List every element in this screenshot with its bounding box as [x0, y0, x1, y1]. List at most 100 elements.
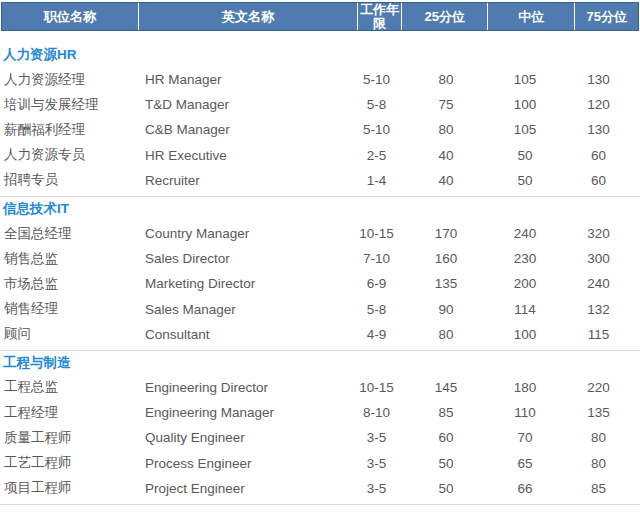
table-section: 工程与制造工程总监Engineering Director10-15145180… [0, 351, 640, 505]
work-years-cell: 10-15 [358, 380, 403, 395]
english-name-cell: Recruiter [138, 173, 358, 188]
p25-cell: 170 [403, 226, 489, 241]
table-row: 工艺工程师Process Engineer3-5506580 [0, 450, 640, 475]
header-cell-english-name: 英文名称 [139, 3, 358, 30]
p75-cell: 132 [577, 302, 640, 317]
work-years-cell: 7-10 [358, 251, 403, 266]
section-title: 工程与制造 [0, 351, 640, 375]
p75-cell: 300 [577, 251, 640, 266]
salary-table-page: 职位名称 英文名称 工作年限 25分位 中位 75分位 人力资源HR人力资源经理… [0, 0, 640, 513]
median-cell: 180 [489, 380, 577, 395]
work-years-cell: 10-15 [358, 226, 403, 241]
work-years-cell: 8-10 [358, 405, 403, 420]
position-name-cell: 工艺工程师 [0, 454, 138, 472]
table-row: 项目工程师Project Engineer3-5506685 [0, 476, 640, 501]
median-cell: 100 [489, 327, 577, 342]
work-years-cell: 5-8 [358, 97, 403, 112]
position-name-cell: 全国总经理 [0, 225, 138, 243]
position-name-cell: 销售经理 [0, 300, 138, 318]
table-row: 工程总监Engineering Director10-15145180220 [0, 375, 640, 400]
english-name-cell: Consultant [138, 327, 358, 342]
table-row: 市场总监Marketing Director6-9135200240 [0, 271, 640, 296]
median-cell: 50 [489, 173, 577, 188]
p75-cell: 85 [577, 481, 640, 496]
p25-cell: 85 [403, 405, 489, 420]
header-cell-work-years: 工作年限 [358, 3, 403, 30]
header-cell-p75: 75分位 [575, 3, 638, 30]
p75-cell: 240 [577, 276, 640, 291]
median-cell: 65 [489, 456, 577, 471]
table-section: 人力资源HR人力资源经理HR Manager5-1080105130培训与发展经… [0, 43, 640, 197]
p25-cell: 80 [403, 72, 489, 87]
median-cell: 200 [489, 276, 577, 291]
median-cell: 100 [489, 97, 577, 112]
english-name-cell: Marketing Director [138, 276, 358, 291]
p25-cell: 135 [403, 276, 489, 291]
english-name-cell: Country Manager [138, 226, 358, 241]
p75-cell: 80 [577, 456, 640, 471]
table-header-row: 职位名称 英文名称 工作年限 25分位 中位 75分位 [1, 2, 639, 31]
position-name-cell: 人力资源专员 [0, 146, 138, 164]
english-name-cell: HR Executive [138, 148, 358, 163]
english-name-cell: T&D Manager [138, 97, 358, 112]
median-cell: 105 [489, 122, 577, 137]
p75-cell: 130 [577, 122, 640, 137]
table-row: 顾问Consultant4-980100115 [0, 322, 640, 347]
position-name-cell: 销售总监 [0, 250, 138, 268]
position-name-cell: 培训与发展经理 [0, 96, 138, 114]
median-cell: 50 [489, 148, 577, 163]
median-cell: 105 [489, 72, 577, 87]
p75-cell: 60 [577, 173, 640, 188]
position-name-cell: 薪酬福利经理 [0, 121, 138, 139]
work-years-cell: 4-9 [358, 327, 403, 342]
p75-cell: 115 [577, 327, 640, 342]
work-years-cell: 3-5 [358, 456, 403, 471]
section-title: 人力资源HR [0, 43, 640, 67]
work-years-cell: 5-10 [358, 122, 403, 137]
column-label: 英文名称 [222, 10, 274, 24]
median-cell: 66 [489, 481, 577, 496]
median-cell: 114 [489, 302, 577, 317]
p25-cell: 50 [403, 481, 489, 496]
p25-cell: 80 [403, 327, 489, 342]
median-cell: 110 [489, 405, 577, 420]
position-name-cell: 质量工程师 [0, 429, 138, 447]
p25-cell: 50 [403, 456, 489, 471]
p25-cell: 90 [403, 302, 489, 317]
table-body: 人力资源HR人力资源经理HR Manager5-1080105130培训与发展经… [0, 43, 640, 505]
table-row: 全国总经理Country Manager10-15170240320 [0, 221, 640, 246]
work-years-cell: 3-5 [358, 481, 403, 496]
column-label: 工作年限 [360, 3, 400, 31]
table-row: 薪酬福利经理C&B Manager5-1080105130 [0, 117, 640, 142]
column-label: 职位名称 [44, 10, 96, 24]
english-name-cell: Project Engineer [138, 481, 358, 496]
position-name-cell: 工程经理 [0, 404, 138, 422]
column-label: 75分位 [586, 10, 626, 24]
english-name-cell: Sales Manager [138, 302, 358, 317]
table-row: 销售经理Sales Manager5-890114132 [0, 297, 640, 322]
p75-cell: 130 [577, 72, 640, 87]
header-cell-median: 中位 [488, 3, 575, 30]
english-name-cell: HR Manager [138, 72, 358, 87]
position-name-cell: 顾问 [0, 325, 138, 343]
table-row: 招聘专员Recruiter1-4405060 [0, 168, 640, 193]
table-section: 信息技术IT全国总经理Country Manager10-15170240320… [0, 197, 640, 351]
p25-cell: 160 [403, 251, 489, 266]
section-title: 信息技术IT [0, 197, 640, 221]
work-years-cell: 1-4 [358, 173, 403, 188]
p25-cell: 145 [403, 380, 489, 395]
p25-cell: 75 [403, 97, 489, 112]
work-years-cell: 2-5 [358, 148, 403, 163]
median-cell: 240 [489, 226, 577, 241]
p25-cell: 40 [403, 148, 489, 163]
p75-cell: 120 [577, 97, 640, 112]
work-years-cell: 3-5 [358, 430, 403, 445]
work-years-cell: 6-9 [358, 276, 403, 291]
header-cell-p25: 25分位 [402, 3, 487, 30]
english-name-cell: Process Engineer [138, 456, 358, 471]
english-name-cell: Engineering Manager [138, 405, 358, 420]
p75-cell: 220 [577, 380, 640, 395]
english-name-cell: Sales Director [138, 251, 358, 266]
column-label: 25分位 [424, 10, 464, 24]
table-row: 人力资源专员HR Executive2-5405060 [0, 143, 640, 168]
